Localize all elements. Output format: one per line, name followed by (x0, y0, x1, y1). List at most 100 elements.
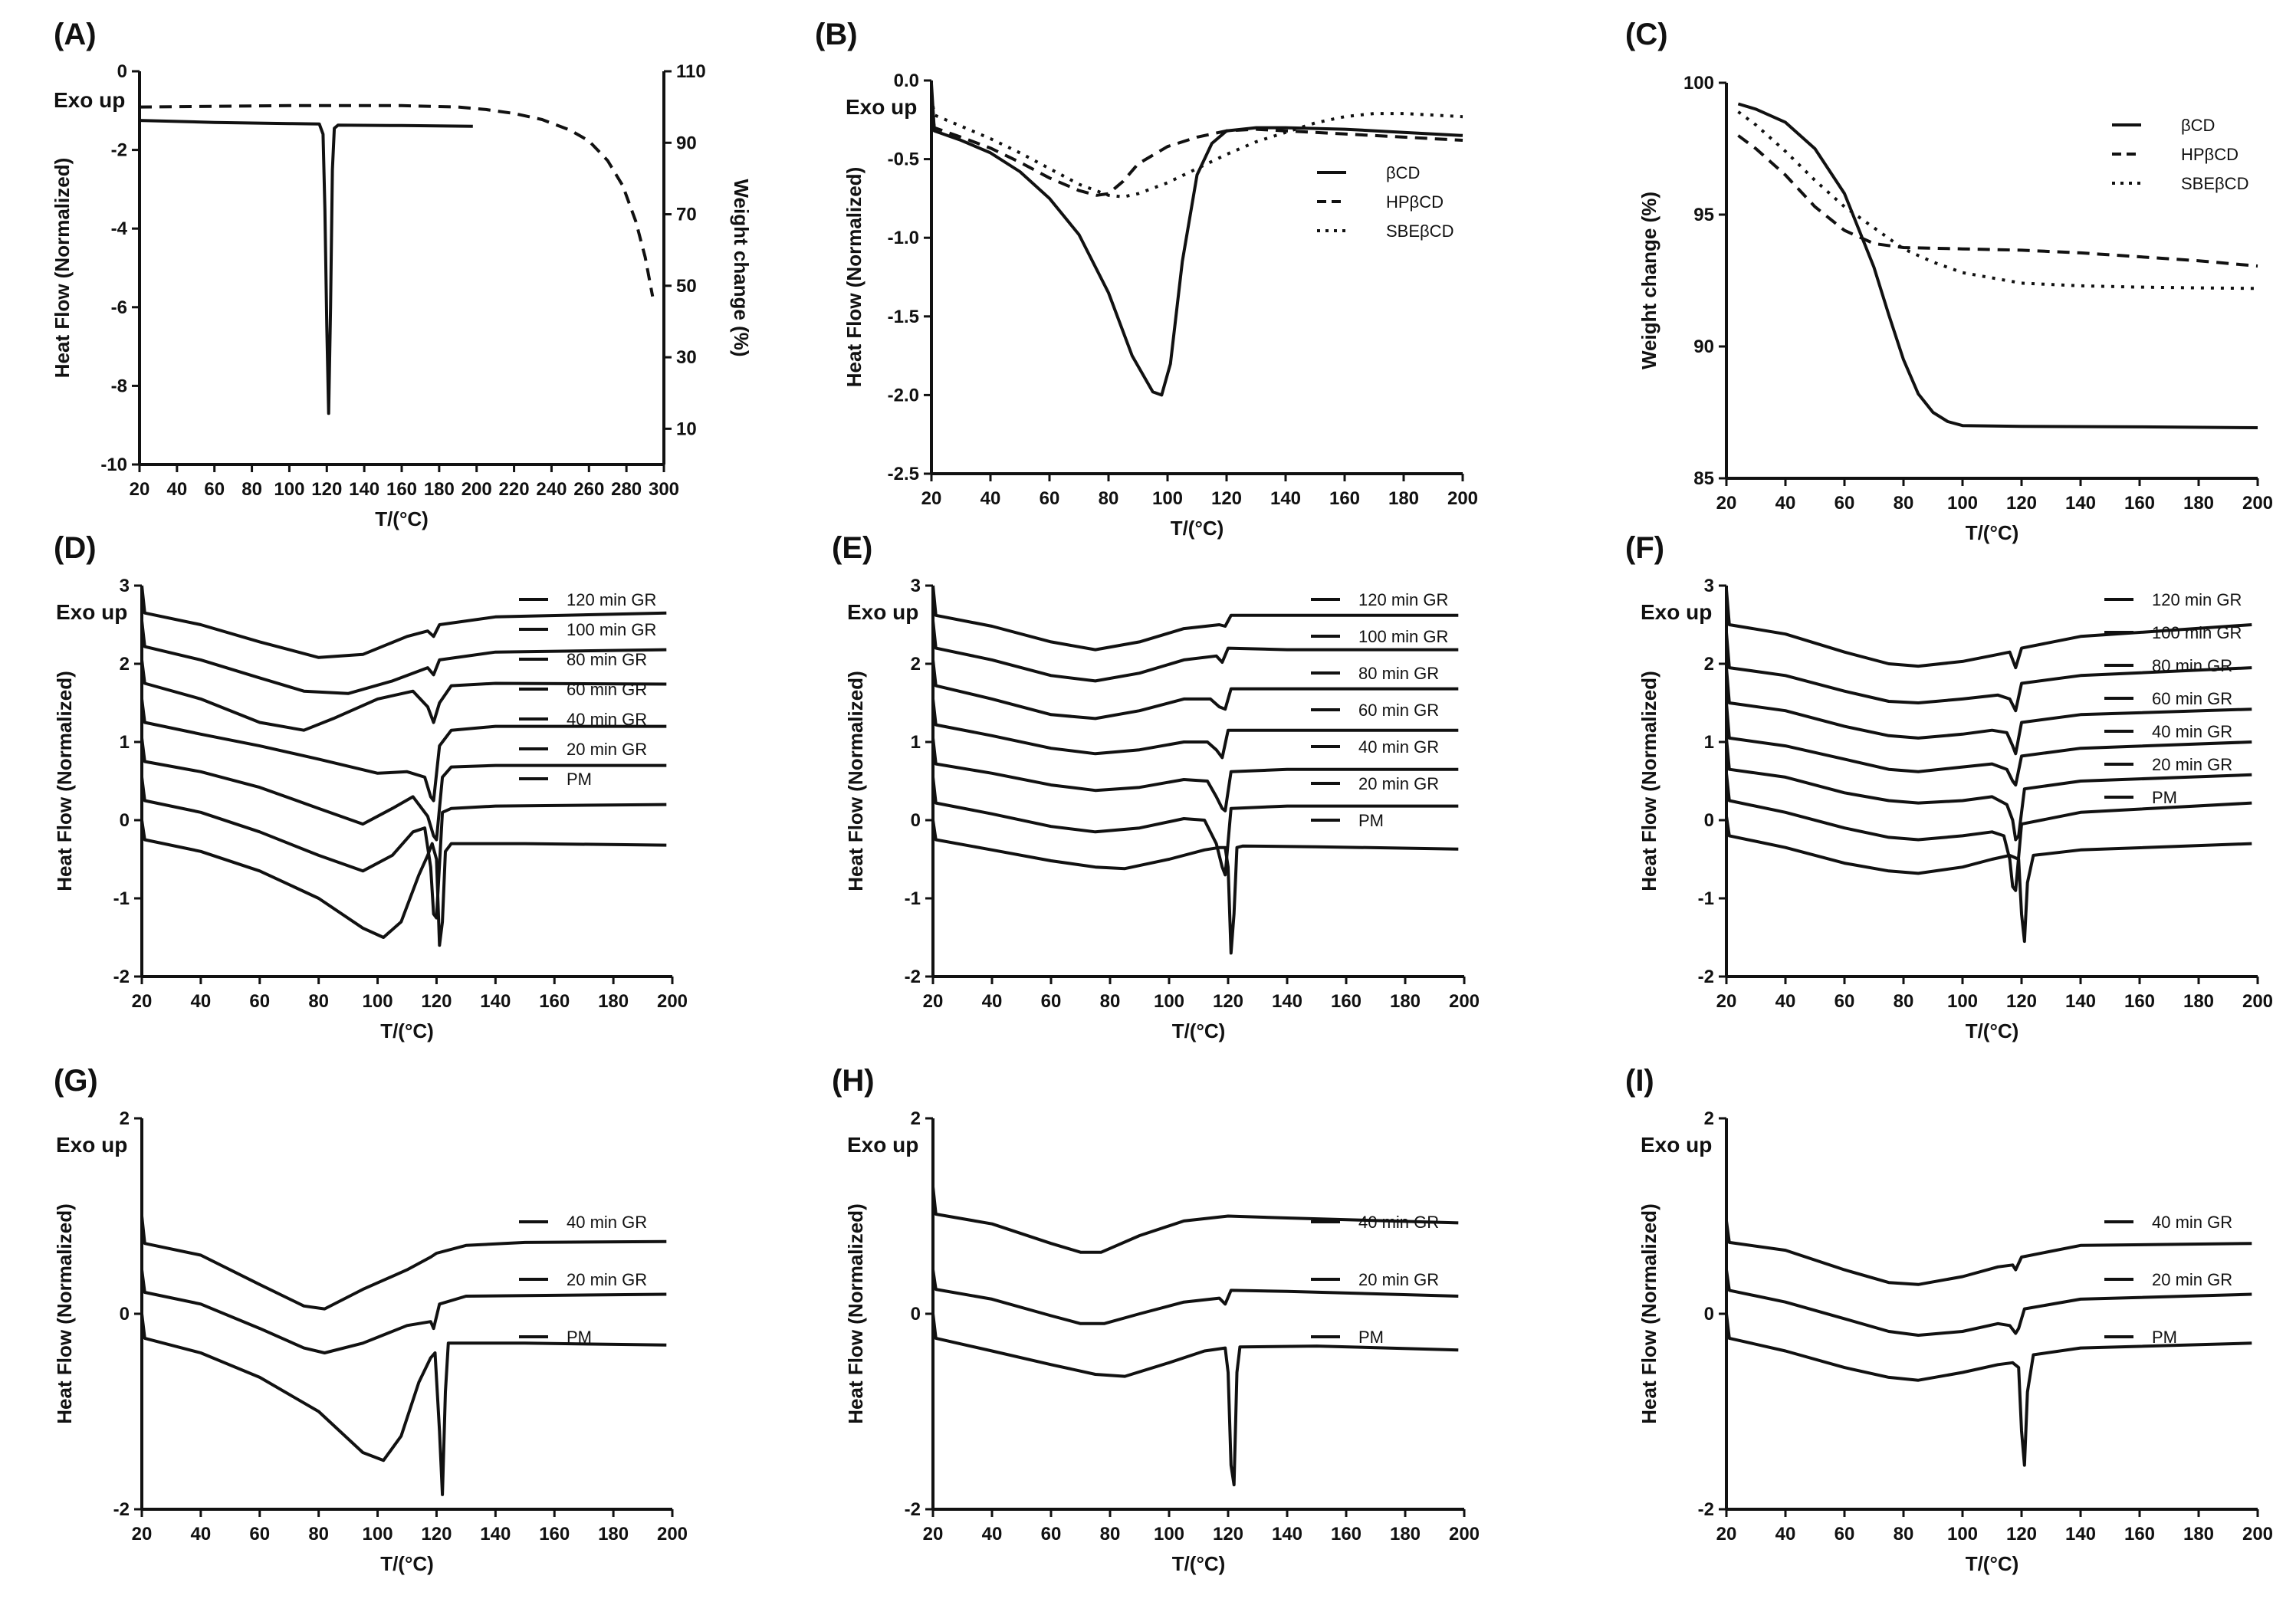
series-line-120-min-gr (140, 585, 667, 659)
legend-label-sbebetacd: SBEβCD (2181, 174, 2248, 193)
chart-panel-e: (E) Exo up 20 40 60 80 100 120 140 160 180 200 -2 -1 0… (832, 531, 1480, 1042)
x-tick-label: 300 (649, 479, 679, 500)
y-tick-label: -2 (1698, 1499, 1714, 1520)
x-axis-title: T/(°C) (1172, 1552, 1226, 1575)
x-tick-label: 40 (1775, 1524, 1796, 1545)
legend-label-40-min-gr: 40 min GR (2152, 1213, 2232, 1232)
x-tick-label: 200 (2242, 991, 2273, 1012)
panel-label: (H) (832, 1064, 875, 1098)
x-tick-label: 140 (1270, 488, 1301, 509)
y-axis-title: Weight change (%) (1637, 192, 1660, 369)
x-tick-label: 40 (982, 991, 1003, 1012)
x-axis-title: T/(°C) (1966, 1019, 2019, 1042)
x-tick-label: 160 (539, 1524, 570, 1545)
y-tick-label: -2 (1698, 967, 1714, 987)
x-tick-label: 20 (923, 1524, 944, 1545)
x-axis-title: T/(°C) (1966, 1552, 2019, 1575)
exo-up-label: Exo up (847, 600, 918, 624)
x-tick-label: 40 (191, 991, 212, 1012)
series-line-heat-flow (139, 119, 473, 415)
x-tick-label: 40 (980, 488, 1001, 509)
series-line-pm (140, 1313, 667, 1496)
legend-label-hpbetacd: HPβCD (1386, 192, 1444, 212)
series-line-80-min-gr (931, 659, 1459, 721)
panel-label: (D) (54, 531, 97, 565)
y-tick-label: -1.0 (888, 228, 919, 248)
x-tick-label: 20 (921, 488, 942, 509)
x-tick-label: 40 (191, 1524, 212, 1545)
exo-up-label: Exo up (1641, 600, 1712, 624)
y-right-tick-label: 50 (676, 276, 697, 297)
series-line-100-min-gr (931, 620, 1459, 683)
y-tick-label: 90 (1693, 336, 1714, 357)
exo-up-label: Exo up (56, 1133, 127, 1157)
legend-label-hpbetacd: HPβCD (2181, 145, 2239, 164)
x-tick-label: 180 (1390, 1524, 1421, 1545)
x-tick-label: 100 (1154, 991, 1184, 1012)
y-tick-label: 2 (911, 654, 921, 675)
legend-label-120-min-gr: 120 min GR (1358, 590, 1448, 609)
x-tick-label: 140 (2065, 1524, 2096, 1545)
legend-label-80-min-gr: 80 min GR (567, 650, 647, 669)
x-tick-label: 20 (1716, 493, 1737, 514)
y-tick-label: 2 (1704, 1108, 1714, 1129)
y-axis-title: Heat Flow (Normalized) (53, 1203, 76, 1423)
y-tick-label: 3 (1704, 576, 1714, 596)
y-tick-label: -1 (1698, 888, 1714, 909)
series-line-hpbetacd (1737, 134, 2258, 268)
x-tick-label: 20 (1716, 991, 1737, 1012)
legend: 120 min GR 100 min GR 80 min GR 60 min GR 40… (519, 590, 656, 789)
series-line-20-min-gr (931, 1269, 1459, 1325)
y-tick-label: 85 (1693, 468, 1714, 489)
y-tick-label: -0.5 (888, 149, 919, 170)
y-tick-label: -4 (111, 218, 128, 239)
y-tick-label: -2.5 (888, 464, 919, 484)
y-tick-label: -1.5 (888, 307, 919, 327)
chart-panel-g: (G) Exo up 20 40 60 80 100 120 140 160 180 200 -2 0 2 T… (53, 1064, 688, 1575)
x-axis-title: T/(°C) (1171, 517, 1224, 540)
y-tick-label: -2.0 (888, 385, 919, 405)
x-tick-label: 80 (1100, 1524, 1121, 1545)
x-tick-label: 120 (421, 991, 452, 1012)
legend-label-20-min-gr: 20 min GR (567, 1270, 647, 1289)
series-line-120-min-gr (931, 585, 1459, 652)
y-tick-label: 95 (1693, 205, 1714, 225)
y-tick-label: 0 (117, 61, 127, 82)
x-tick-label: 120 (2006, 1524, 2037, 1545)
x-axis-title: T/(°C) (1966, 521, 2019, 544)
y-tick-label: 1 (120, 732, 130, 753)
legend-label-pm: PM (2152, 788, 2177, 807)
series-line-40-min-gr (931, 1187, 1459, 1254)
x-tick-label: 200 (1449, 991, 1480, 1012)
x-tick-label: 60 (249, 991, 270, 1012)
legend-label-100-min-gr: 100 min GR (2152, 623, 2242, 642)
y-tick-label: -1 (905, 888, 921, 909)
x-tick-label: 180 (2183, 493, 2214, 514)
y-tick-label: 1 (911, 732, 921, 753)
x-axis-title: T/(°C) (380, 1552, 434, 1575)
legend-label-40-min-gr: 40 min GR (2152, 722, 2232, 741)
series-line-60-min-gr (1725, 702, 2252, 787)
x-tick-label: 140 (480, 1524, 511, 1545)
chart-panel-c: (C) 20 40 60 80 100 120 140 160 180 200 85 90 95 100 T/… (1625, 18, 2273, 544)
legend-label-40-min-gr: 40 min GR (1358, 1213, 1439, 1232)
legend-label-pm: PM (567, 1328, 592, 1347)
y-tick-label: -2 (111, 140, 127, 161)
x-tick-label: 40 (982, 1524, 1003, 1545)
x-tick-label: 200 (2242, 493, 2273, 514)
chart-panel-f: (F) Exo up 20 40 60 80 100 120 140 160 180 200 -2 -1 0… (1625, 531, 2273, 1042)
legend-label-pm: PM (1358, 1328, 1384, 1347)
series-line-20-min-gr (140, 1269, 667, 1354)
legend-label-20-min-gr: 20 min GR (2152, 1270, 2232, 1289)
x-tick-label: 80 (308, 1524, 329, 1545)
x-tick-label: 120 (2006, 991, 2037, 1012)
x-tick-label: 200 (657, 1524, 688, 1545)
y-tick-label: 0 (911, 810, 921, 831)
x-tick-label: 120 (1213, 991, 1243, 1012)
legend-label-100-min-gr: 100 min GR (567, 620, 656, 639)
legend-label-pm: PM (567, 770, 592, 789)
y-tick-label: 3 (911, 576, 921, 596)
series-line-weight-change (139, 103, 655, 297)
